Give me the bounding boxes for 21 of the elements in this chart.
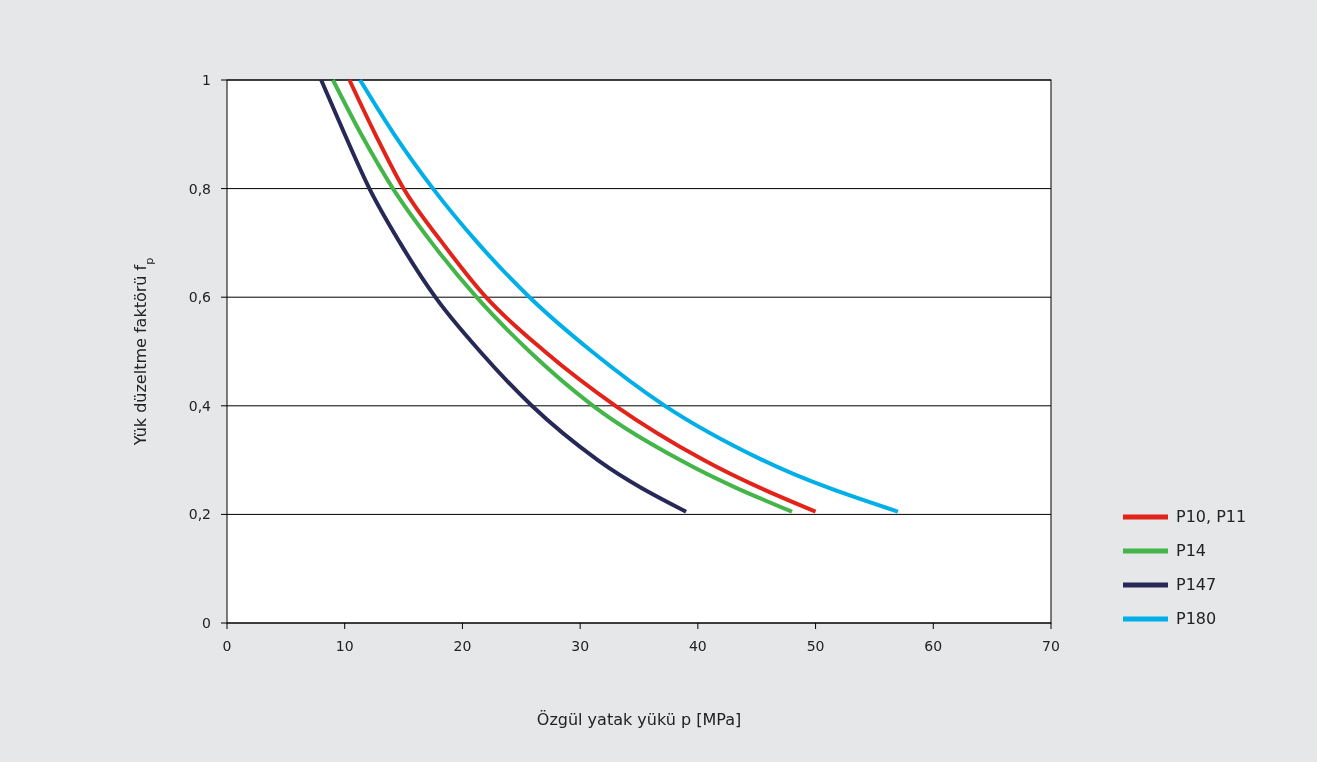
legend-label: P147: [1176, 575, 1217, 594]
legend-label: P180: [1176, 609, 1217, 628]
y-tick-label: 0,6: [188, 289, 212, 306]
line-series: [319, 78, 689, 514]
y-tick-label: 0,4: [188, 397, 212, 414]
y-tick-label: 0: [202, 615, 211, 631]
y-tick-label: 0,8: [188, 180, 211, 197]
legend-label: P10, P11: [1176, 507, 1247, 526]
x-tick-label: 20: [453, 638, 472, 654]
x-tick-label: 70: [1042, 638, 1060, 654]
x-tick-label: 0: [222, 638, 232, 654]
x-tick-label: 10: [335, 638, 354, 654]
line-series: [358, 78, 900, 514]
x-tick-label: 30: [571, 638, 590, 654]
x-tick-label: 40: [688, 638, 707, 654]
x-tick-label: 60: [924, 638, 943, 654]
legend-label: P14: [1176, 541, 1207, 560]
y-tick-label: 0,2: [188, 506, 211, 523]
x-tick-label: 50: [806, 638, 825, 654]
y-tick-label: 1: [202, 72, 211, 88]
x-axis-title: Özgül yatak yükü p [MPa]: [536, 710, 742, 729]
